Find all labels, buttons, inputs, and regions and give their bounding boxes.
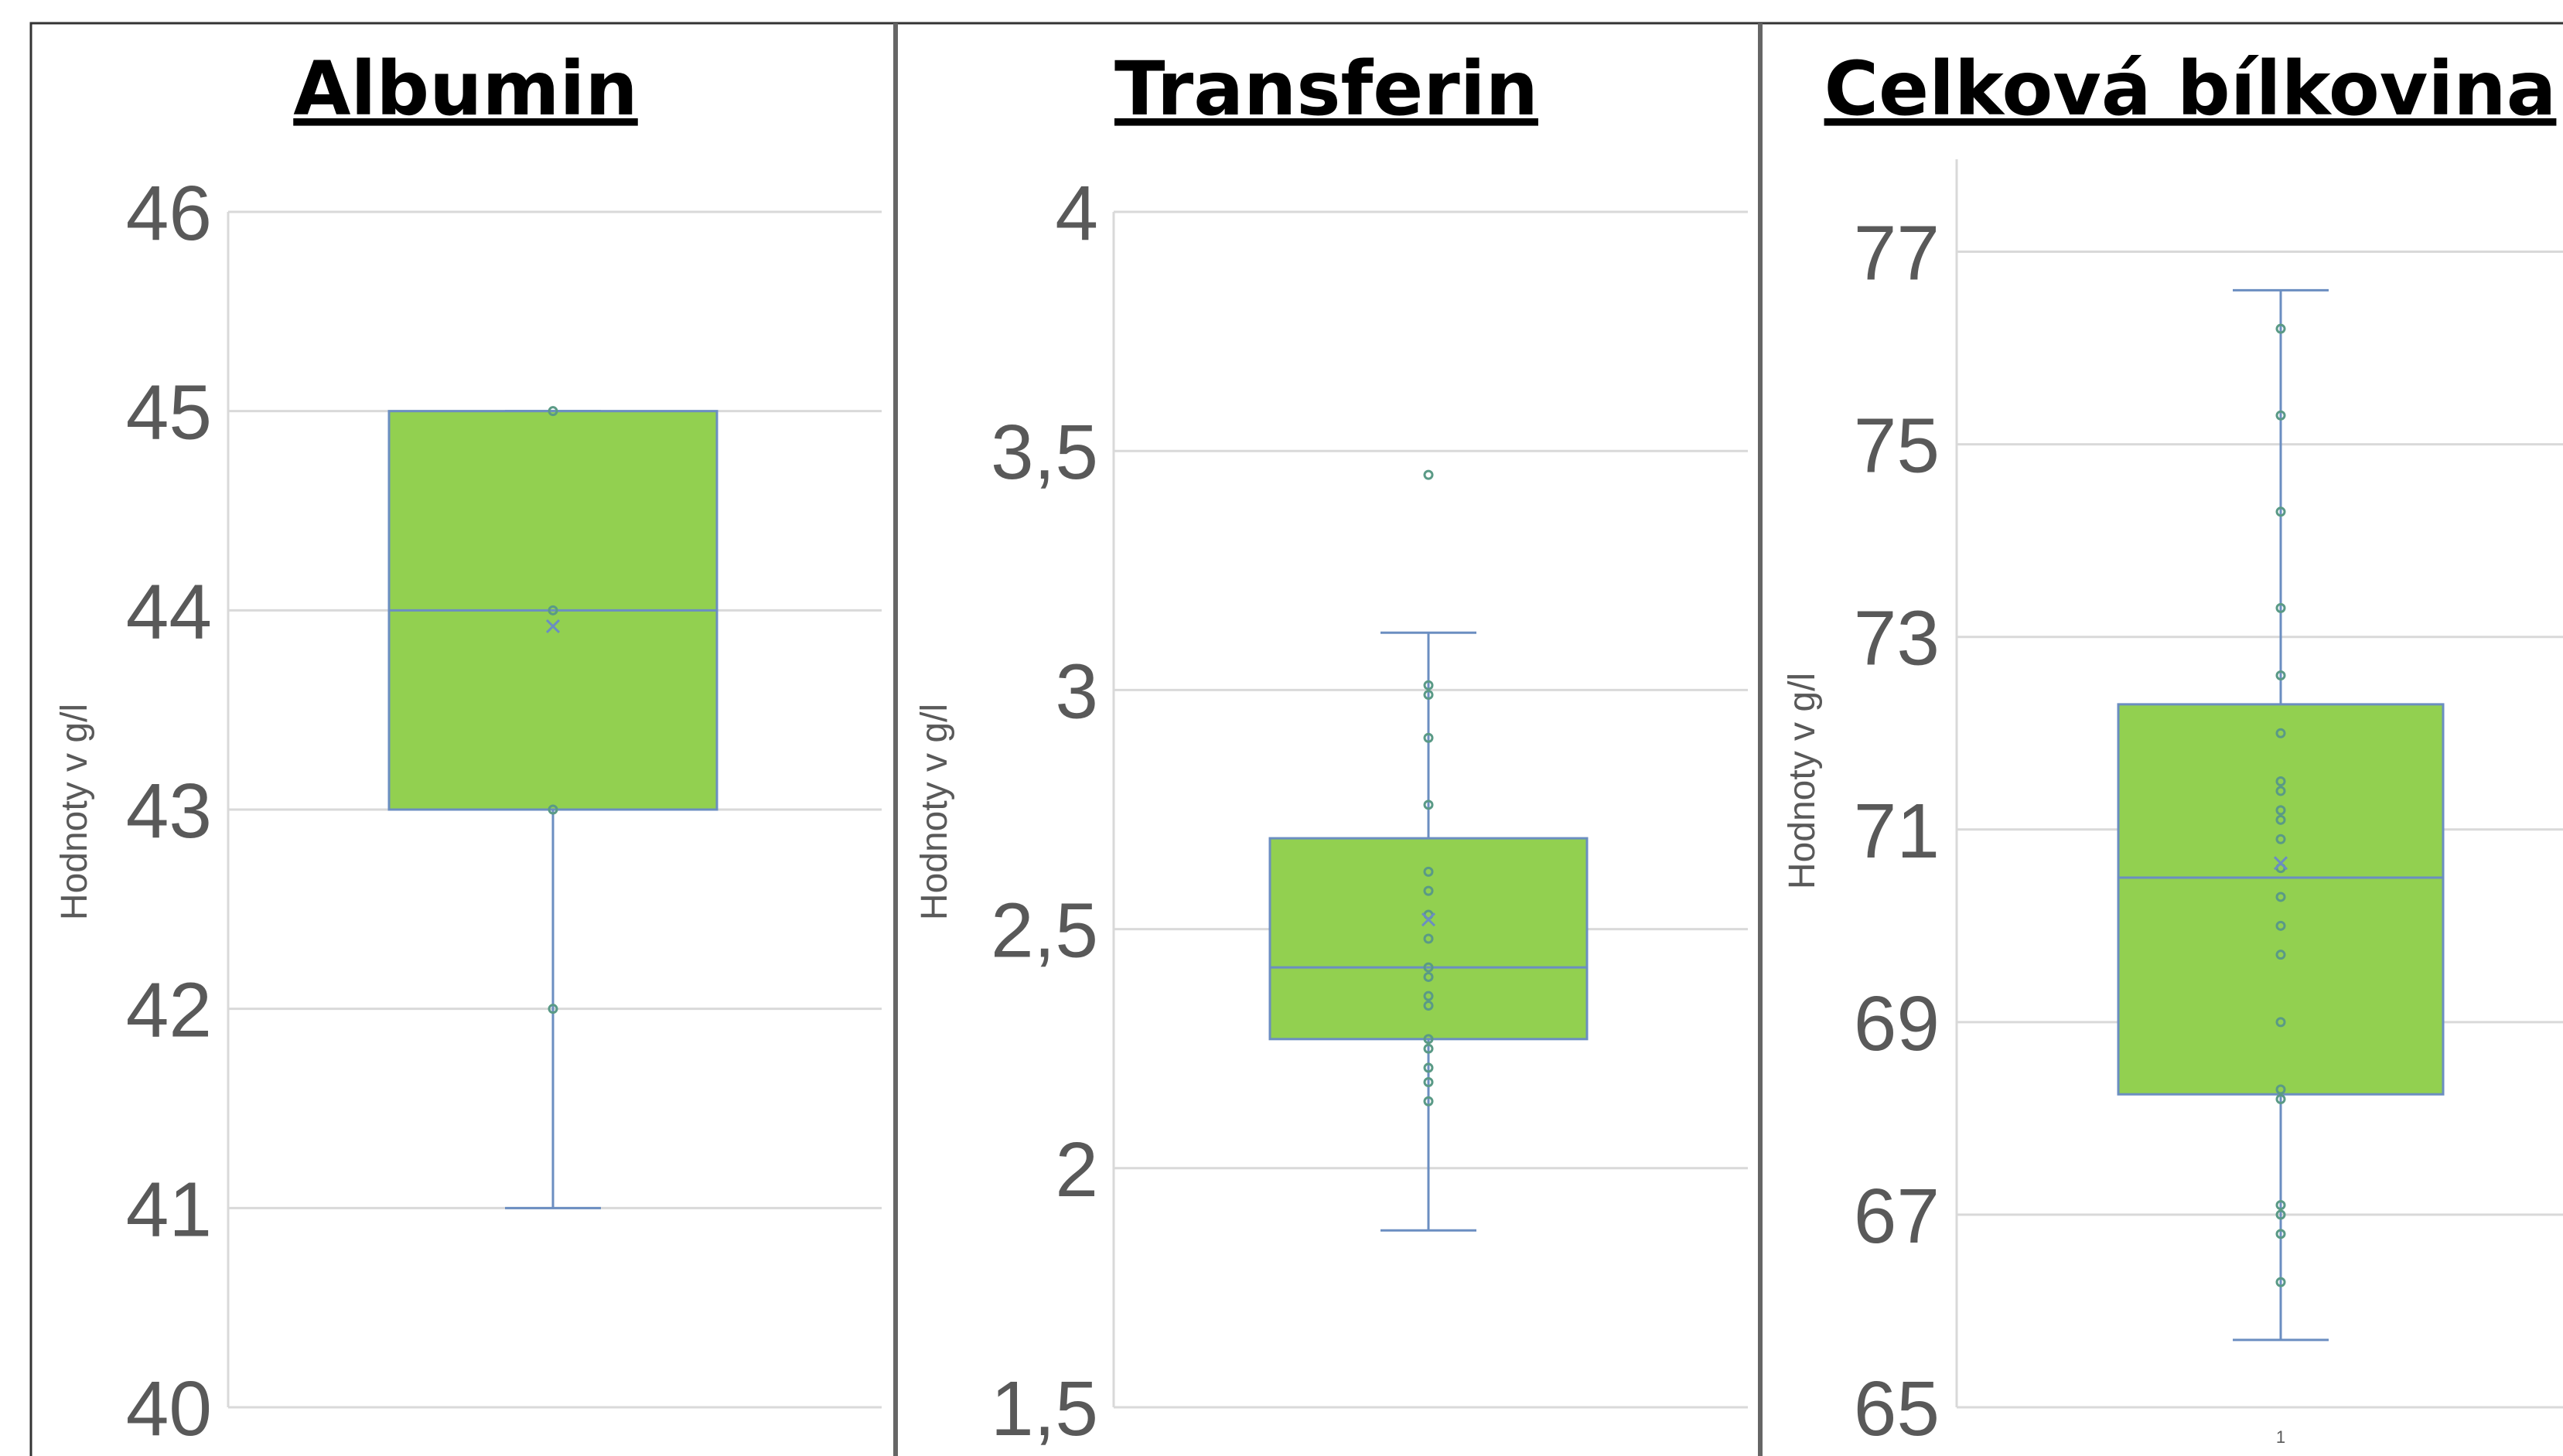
y-tick-labels: 65 67 69 71 73 75 77 <box>1854 210 1940 1452</box>
mean-marker <box>1421 912 1436 927</box>
y-tick-label: 2,5 <box>991 888 1098 974</box>
data-point <box>1423 1076 1434 1087</box>
y-tick-labels: 1,5 2 2,5 3 3,5 4 <box>991 170 1098 1452</box>
data-point <box>1423 800 1434 810</box>
data-point <box>1423 1062 1434 1073</box>
data-point <box>1423 933 1434 944</box>
mean-marker <box>545 619 561 634</box>
data-point <box>2275 323 2286 334</box>
data-point <box>2275 920 2286 931</box>
data-point <box>548 406 558 417</box>
y-tick-label: 3,5 <box>991 409 1098 496</box>
data-point <box>1423 885 1434 896</box>
total-protein-chart: Celková bílkovina Hodnoty v g/l 65 67 69 71… <box>1782 46 2563 1452</box>
transferin-chart: Transferin Hodnoty v g/l 1,5 2 2,5 3 3,5 4 <box>914 46 1748 1452</box>
data-point <box>2275 1209 2286 1220</box>
mean-marker-stroke <box>545 619 561 634</box>
y-tick-label: 75 <box>1854 403 1940 489</box>
y-tick-labels: 40 41 42 43 44 45 46 <box>126 170 212 1452</box>
data-point <box>2275 950 2286 960</box>
data-point <box>2275 728 2286 738</box>
y-tick-label: 40 <box>126 1366 212 1452</box>
data-point <box>1423 866 1434 877</box>
mean-marker <box>2273 856 2288 871</box>
data-point <box>1423 680 1434 690</box>
y-tick-label: 4 <box>1055 170 1098 257</box>
y-tick-label: 71 <box>1854 788 1940 875</box>
data-point <box>2275 506 2286 517</box>
gridlines <box>1955 159 2563 1409</box>
data-point <box>1423 1096 1434 1106</box>
x-tick-labels: 1 <box>2276 1427 2285 1447</box>
box-plot <box>1268 469 1589 1232</box>
data-point <box>2275 1199 2286 1210</box>
y-tick-label: 2 <box>1055 1127 1098 1213</box>
data-point <box>2275 602 2286 613</box>
chart-title: Transferin <box>1114 46 1538 132</box>
y-tick-label: 65 <box>1854 1366 1940 1452</box>
data-point <box>2275 1093 2286 1104</box>
data-point <box>2275 410 2286 421</box>
box-plot <box>2117 288 2445 1342</box>
y-tick-label: 46 <box>126 170 212 257</box>
x-tick-label: 1 <box>2276 1427 2285 1447</box>
mean-marker-stroke <box>1421 912 1436 927</box>
y-tick-label: 1,5 <box>991 1366 1098 1452</box>
data-point <box>548 605 558 615</box>
y-tick-label: 3 <box>1055 648 1098 735</box>
y-axis-label: Hodnoty v g/l <box>1782 673 1823 889</box>
data-point <box>2275 814 2286 825</box>
y-tick-label: 77 <box>1854 210 1940 297</box>
data-point <box>2275 670 2286 681</box>
iqr-box <box>2117 703 2445 1096</box>
chart-title: Celková bílkovina <box>1824 46 2557 132</box>
y-tick-label: 44 <box>126 568 212 655</box>
data-point <box>2275 786 2286 796</box>
iqr-box <box>1268 837 1589 1041</box>
data-point <box>2275 776 2286 787</box>
y-tick-label: 43 <box>126 768 212 854</box>
y-tick-label: 69 <box>1854 980 1940 1067</box>
data-point <box>2275 892 2286 902</box>
data-point <box>548 1004 558 1014</box>
gridlines <box>1112 210 1748 1409</box>
data-point <box>2275 805 2286 816</box>
y-axis-label: Hodnoty v g/l <box>54 704 95 920</box>
data-point <box>1423 1043 1434 1054</box>
y-tick-label: 45 <box>126 370 212 456</box>
data-point <box>1423 469 1434 480</box>
data-point <box>2275 1229 2286 1239</box>
data-point <box>1423 1001 1434 1011</box>
data-point <box>2275 1084 2286 1095</box>
data-point <box>2275 834 2286 844</box>
data-point <box>1423 971 1434 982</box>
y-tick-label: 41 <box>126 1166 212 1253</box>
albumin-chart: Albumin Hodnoty v g/l 40 41 42 43 44 45 46 <box>54 46 882 1452</box>
data-point <box>2275 1017 2286 1028</box>
y-tick-label: 42 <box>126 967 212 1054</box>
data-point <box>1423 991 1434 1001</box>
y-axis-label: Hodnoty v g/l <box>914 704 955 920</box>
mean-marker-stroke <box>2273 856 2288 871</box>
data-point <box>1423 1034 1434 1045</box>
box-plot <box>387 406 718 1209</box>
data-point <box>1423 690 1434 701</box>
data-point <box>548 804 558 815</box>
chart-title: Albumin <box>293 46 638 132</box>
data-point <box>1423 962 1434 973</box>
figure-frame <box>29 22 2563 1456</box>
y-tick-label: 67 <box>1854 1173 1940 1260</box>
data-point <box>2275 1277 2286 1287</box>
y-tick-label: 73 <box>1854 595 1940 682</box>
data-point <box>1423 732 1434 743</box>
